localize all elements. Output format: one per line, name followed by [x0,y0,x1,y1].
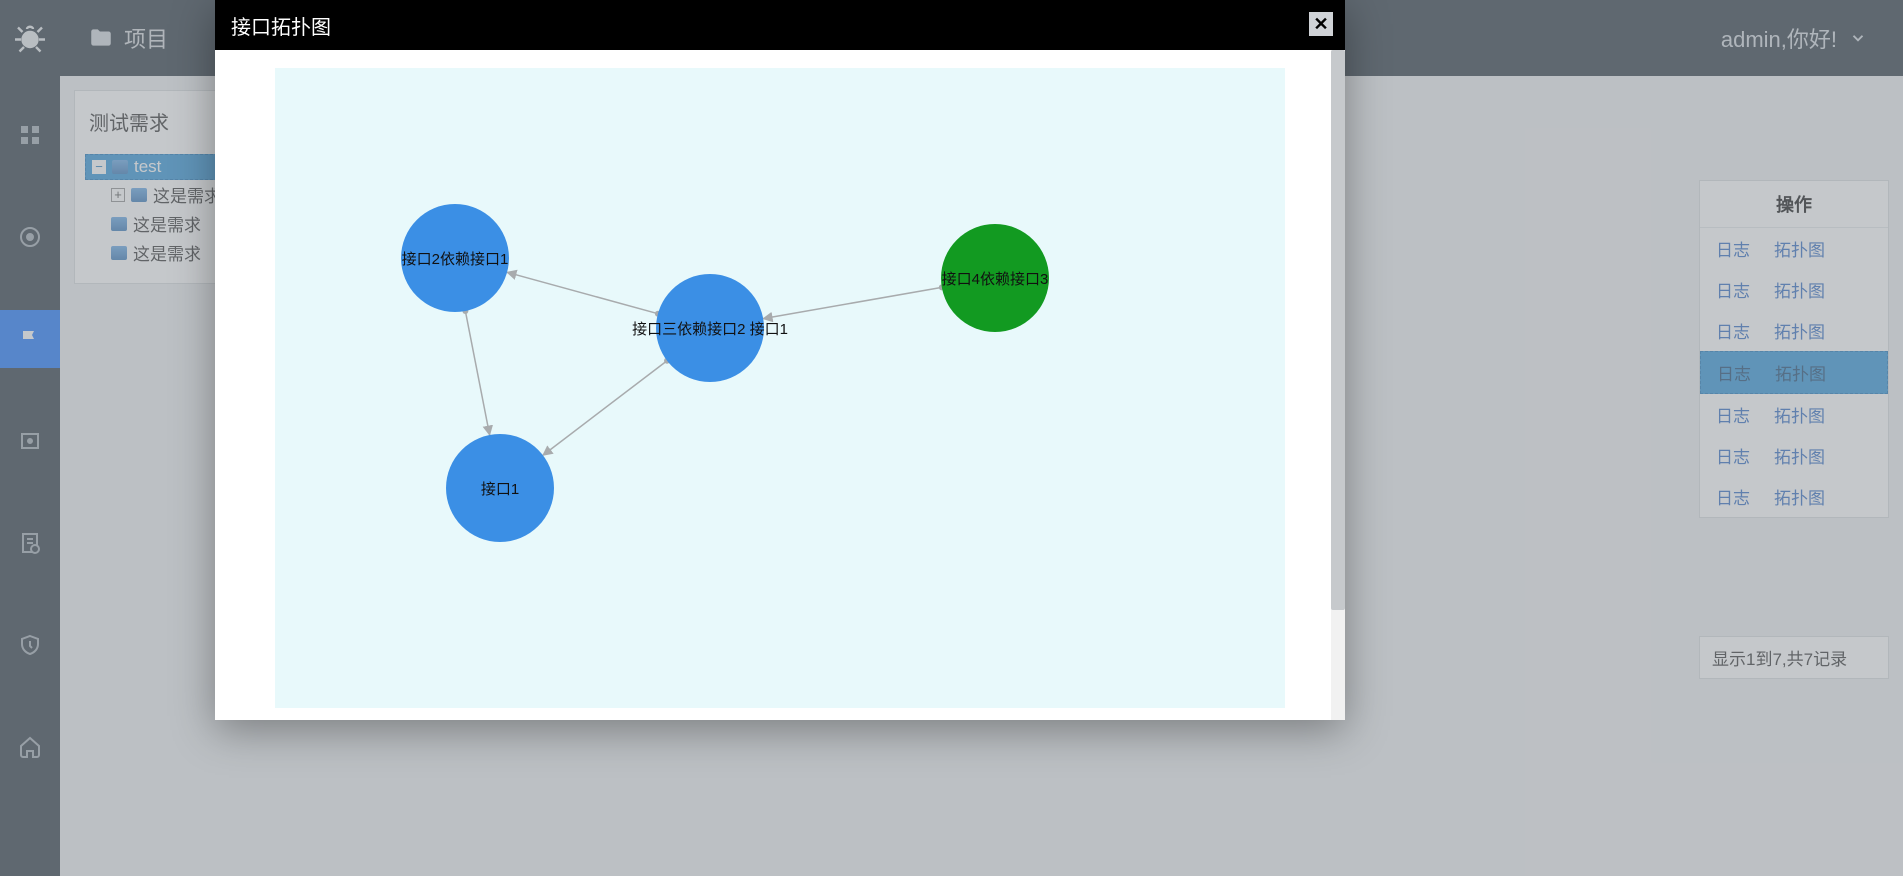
modal-title: 接口拓扑图 [215,0,1345,50]
topology-canvas[interactable]: 接口2依赖接口1 接口三依赖接口2 接口1 接口1 接口4依赖接口3 [275,68,1285,708]
graph-node[interactable]: 接口2依赖接口1 [401,204,509,312]
graph-edge [763,287,942,318]
modal-close-button[interactable]: ✕ [1309,12,1333,36]
graph-edge [507,272,658,313]
graph-edge [465,311,489,435]
modal-scrollbar[interactable] [1331,50,1345,720]
graph-edge [543,361,667,456]
edges-layer [275,68,1285,708]
graph-node[interactable]: 接口4依赖接口3 [941,224,1049,332]
graph-node[interactable]: 接口1 [446,434,554,542]
modal-topology: 接口拓扑图 ✕ 接口2依赖接口1 接口三依赖接口2 接口1 接口1 接口4依赖接口3 [215,0,1345,720]
scrollbar-thumb[interactable] [1331,50,1345,610]
modal-body: 接口2依赖接口1 接口三依赖接口2 接口1 接口1 接口4依赖接口3 [215,50,1345,720]
graph-node[interactable]: 接口三依赖接口2 接口1 [656,274,764,382]
